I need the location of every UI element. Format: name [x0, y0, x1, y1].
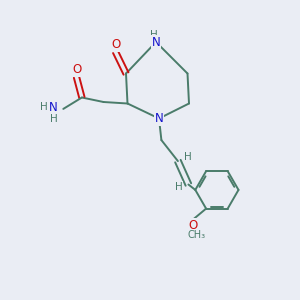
- Text: H: H: [40, 102, 48, 112]
- Text: H: H: [150, 30, 158, 40]
- Text: O: O: [111, 38, 120, 51]
- Text: H: H: [184, 152, 191, 163]
- Text: CH₃: CH₃: [188, 230, 206, 240]
- Text: H: H: [175, 182, 182, 192]
- Text: N: N: [154, 112, 164, 125]
- Text: O: O: [188, 219, 197, 232]
- Text: H: H: [50, 113, 58, 124]
- Text: N: N: [152, 35, 160, 49]
- Text: O: O: [73, 63, 82, 76]
- Text: N: N: [49, 101, 58, 114]
